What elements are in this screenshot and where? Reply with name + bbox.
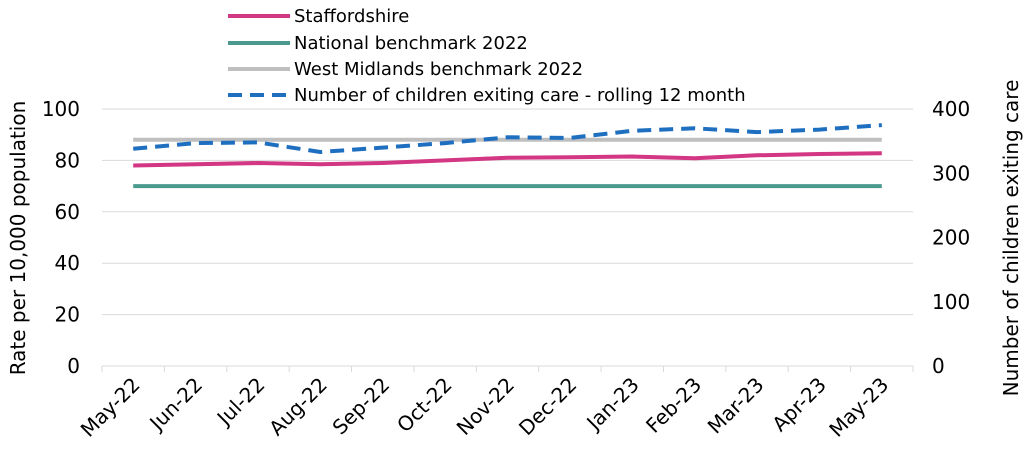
- y2-axis-title: Number of children exiting care: [999, 80, 1023, 397]
- series-line-3: [133, 123, 882, 154]
- y2-tick-label: 300: [932, 161, 970, 185]
- x-tick-label: Jun-22: [144, 373, 208, 437]
- x-tick-label: Aug-22: [264, 373, 332, 441]
- y2-tick-label: 200: [932, 226, 970, 250]
- x-tick-label: Sep-22: [328, 373, 395, 440]
- x-tick-label: Oct-22: [392, 373, 457, 438]
- legend-label: Number of children exiting care - rollin…: [294, 85, 746, 106]
- x-tick-label: May-22: [76, 373, 145, 442]
- legend-item: West Midlands benchmark 2022: [228, 59, 583, 80]
- legend-label: Staffordshire: [294, 6, 409, 27]
- x-tick-label: Nov-22: [452, 373, 519, 440]
- y-tick-label: 20: [55, 303, 80, 327]
- legend: Staffordshire National benchmark 2022 West…: [228, 6, 746, 106]
- y-tick-label: 100: [42, 97, 80, 121]
- y2-tick-label: 0: [932, 354, 945, 378]
- y-tick-label: 40: [55, 251, 80, 275]
- legend-item: Number of children exiting care - rollin…: [228, 85, 746, 106]
- legend-item: Staffordshire: [228, 6, 409, 27]
- series-layer: [133, 123, 882, 189]
- y-tick-label: 60: [55, 200, 80, 224]
- legend-label: National benchmark 2022: [294, 33, 528, 54]
- gridlines: [102, 108, 913, 316]
- x-tick-label: May-23: [824, 373, 893, 442]
- x-tick-label: Apr-23: [767, 373, 831, 437]
- x-tick-label: Dec-22: [514, 373, 581, 440]
- y-axis-title: Rate per 10,000 population: [6, 101, 30, 376]
- axes: 0 20 40 60 80 100 0 100 200 300 400 May-22 Jun-22 Jul…: [42, 97, 970, 442]
- y-tick-label: 0: [67, 354, 80, 378]
- series-line-0: [133, 151, 882, 168]
- y2-tick-label: 400: [932, 97, 970, 121]
- x-tick-label: Jul-22: [211, 373, 270, 432]
- y2-tick-label: 100: [932, 290, 970, 314]
- x-tick-label: Jan-23: [581, 373, 644, 436]
- x-tick-label: Mar-23: [703, 373, 769, 439]
- x-tick-label: Feb-23: [641, 373, 706, 438]
- legend-item: National benchmark 2022: [228, 33, 528, 54]
- legend-label: West Midlands benchmark 2022: [294, 59, 583, 80]
- y-tick-label: 80: [55, 148, 80, 172]
